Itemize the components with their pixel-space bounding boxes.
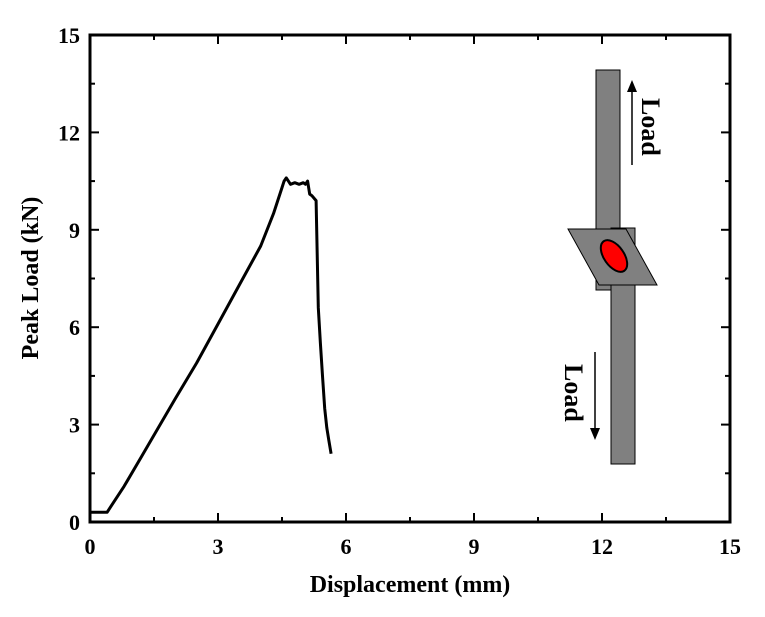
plot-frame [88,33,732,524]
load-arrow-up-icon [627,80,637,165]
y-tick-label: 0 [69,510,80,535]
y-tick-label: 9 [69,218,80,243]
y-tick-label: 15 [58,23,80,48]
y-tick-label: 3 [69,413,80,438]
x-tick-label: 9 [469,534,480,559]
y-axis-title: Peak Load (kN) [18,197,44,360]
x-tick-label: 3 [213,534,224,559]
specimen-diagram: Load Load [559,69,665,465]
load-label-bottom: Load [559,364,588,422]
tick-label-layer: 0 3 6 9 12 15 0 3 6 9 12 15 [58,23,741,559]
x-tick-label: 12 [591,534,613,559]
y-tick-label: 12 [58,120,80,145]
series-line [90,176,333,514]
x-tick-label: 0 [85,534,96,559]
x-axis-title: Displacement (mm) [310,572,511,598]
load-arrow-down-icon [590,352,600,440]
x-tick-label: 6 [341,534,352,559]
x-tick-label: 15 [719,534,741,559]
weld-nugget [599,239,629,273]
load-label-top: Load [636,98,665,156]
y-tick-label: 6 [69,315,80,340]
